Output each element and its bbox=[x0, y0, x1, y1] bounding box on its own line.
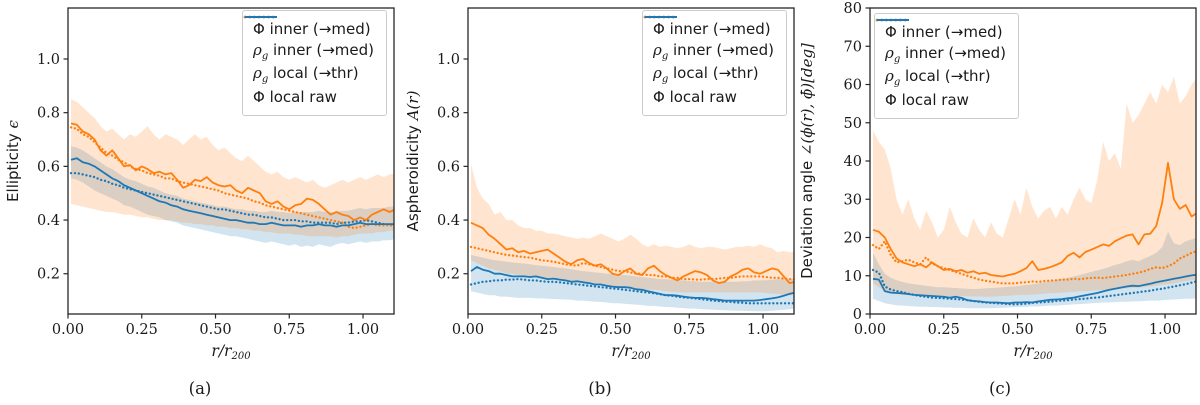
legend-item-phi-local-raw: Φ local raw bbox=[645, 15, 774, 109]
x-tick-label: 0.50 bbox=[199, 322, 231, 338]
x-tick-label: 0.25 bbox=[928, 322, 960, 338]
y-tick-label: 0.4 bbox=[437, 213, 460, 229]
series-rho-g-local-thr bbox=[70, 122, 394, 221]
panel-b: 0.00 0.25 0.50 0.75 1.00 0.2 0.4 0.6 0.8 1.0 r/r20… bbox=[400, 0, 800, 405]
legend-item-rho-g-inner-med: ρg inner (→med) bbox=[875, 18, 1006, 67]
x-tick-label: 0.00 bbox=[854, 322, 886, 338]
series-rho-g-local-thr bbox=[470, 221, 794, 284]
legend-a: Φ inner (→med) ρg inner (→med) ρg local (→… bbox=[242, 10, 387, 116]
x-tick-label: 0.25 bbox=[126, 322, 158, 338]
y-tick-label: 0.8 bbox=[37, 106, 60, 122]
legend-item-rho-g-local-thr: ρg local (→thr) bbox=[645, 15, 774, 86]
y-axis-label: Deviation angle ∠(ϕ(r), ϕ̄)[deg] bbox=[800, 43, 816, 279]
y-tick-label: 1.0 bbox=[437, 52, 460, 68]
plot-frame bbox=[467, 7, 795, 315]
legend-label: ρg inner (→med) bbox=[253, 41, 374, 63]
legend-solid-line-sample bbox=[645, 15, 678, 19]
y-tick-label: 0.8 bbox=[437, 106, 460, 122]
x-tick-label: 0.25 bbox=[526, 322, 558, 338]
y-tick-label: 70 bbox=[844, 39, 862, 55]
legend-solid-line-sample bbox=[245, 15, 278, 19]
y-tick-label: 40 bbox=[844, 154, 862, 170]
legend-label: ρg local (→thr) bbox=[253, 63, 359, 85]
chart-svg-a: 0.00 0.25 0.50 0.75 1.00 0.2 0.4 0.6 0.8 1.0 r/r20… bbox=[4, 7, 395, 398]
legend-item-phi-local-raw: Φ local raw bbox=[245, 15, 374, 109]
legend-label: Φ inner (→med) bbox=[653, 20, 771, 39]
y-tick-label: 1.0 bbox=[37, 52, 60, 68]
x-tick-label: 0.00 bbox=[452, 322, 484, 338]
band-phi-band bbox=[471, 254, 794, 312]
series-phi-inner-med bbox=[469, 277, 794, 305]
panel-letter: (b) bbox=[588, 379, 611, 398]
legend-label: Φ inner (→med) bbox=[253, 20, 371, 39]
y-tick-label: 0.2 bbox=[37, 267, 60, 283]
legend-b: Φ inner (→med) ρg inner (→med) ρg local (→… bbox=[642, 10, 787, 116]
band-rho-band bbox=[71, 99, 394, 238]
y-tick-label: 10 bbox=[844, 269, 862, 285]
panel-letter: (a) bbox=[189, 379, 212, 398]
series-phi-local-raw bbox=[470, 266, 794, 302]
y-tick-label: 80 bbox=[844, 1, 862, 17]
legend-label: Φ local raw bbox=[885, 90, 969, 109]
chart-svg-c: 0.00 0.25 0.50 0.75 1.00 0 10 20 30 40 50 60 70 80 r/r… bbox=[800, 1, 1197, 398]
x-axis-label: r/r200 bbox=[211, 342, 251, 362]
series-rho-g-local-thr bbox=[872, 162, 1196, 278]
legend-item-phi-local-raw: Φ local raw bbox=[877, 18, 1006, 112]
x-tick-label: 0.50 bbox=[599, 322, 631, 338]
legend-item-rho-g-local-thr: ρg local (→thr) bbox=[877, 18, 1006, 89]
y-tick-label: 0.4 bbox=[37, 213, 60, 229]
x-tick-label: 1.00 bbox=[747, 322, 779, 338]
panel-a: 0.00 0.25 0.50 0.75 1.00 0.2 0.4 0.6 0.8 1.0 r/r20… bbox=[0, 0, 400, 405]
x-tick-label: 0.00 bbox=[52, 322, 84, 338]
y-tick-label: 50 bbox=[844, 116, 862, 132]
x-tick-label: 0.75 bbox=[273, 322, 305, 338]
legend-item-rho-g-inner-med: ρg inner (→med) bbox=[643, 15, 774, 64]
y-tick-label: 0.6 bbox=[437, 159, 460, 175]
x-tick-label: 0.50 bbox=[1001, 322, 1033, 338]
plot-frame bbox=[67, 7, 395, 315]
series-rho-g-inner-med bbox=[469, 245, 794, 281]
x-tick-label: 0.75 bbox=[673, 322, 705, 338]
panel-letter: (c) bbox=[989, 379, 1011, 398]
legend-item-rho-g-inner-med: ρg inner (→med) bbox=[243, 15, 374, 64]
x-tick-label: 0.75 bbox=[1075, 322, 1107, 338]
legend-c: Φ inner (→med) ρg inner (→med) ρg local (→… bbox=[874, 13, 1019, 119]
y-tick-label: 20 bbox=[844, 231, 862, 247]
y-tick-label: 0 bbox=[853, 307, 862, 323]
y-tick-label: 60 bbox=[844, 78, 862, 94]
x-tick-label: 1.00 bbox=[1149, 322, 1181, 338]
band-phi-band bbox=[71, 146, 394, 247]
y-tick-label: 0.2 bbox=[437, 267, 460, 283]
legend-label: Φ local raw bbox=[653, 87, 737, 106]
y-axis-label: Ellipticity ϵ bbox=[4, 119, 22, 202]
x-tick-label: 1.00 bbox=[347, 322, 379, 338]
legend-item-rho-g-local-thr: ρg local (→thr) bbox=[245, 15, 374, 86]
x-axis-label: r/r200 bbox=[611, 342, 651, 362]
y-axis-label: Aspheroidicity A(r) bbox=[404, 90, 422, 231]
legend-label: Φ local raw bbox=[253, 87, 337, 106]
legend-label: ρg local (→thr) bbox=[653, 63, 759, 85]
series-phi-local-raw bbox=[872, 273, 1196, 305]
series-phi-inner-med bbox=[871, 268, 1196, 306]
y-tick-label: 30 bbox=[844, 192, 862, 208]
x-axis-label: r/r200 bbox=[1013, 342, 1053, 362]
chart-svg-b: 0.00 0.25 0.50 0.75 1.00 0.2 0.4 0.6 0.8 1.0 r/r20… bbox=[404, 7, 795, 398]
series-rho-g-inner-med bbox=[69, 126, 394, 230]
y-tick-label: 0.6 bbox=[37, 159, 60, 175]
panel-c: 0.00 0.25 0.50 0.75 1.00 0 10 20 30 40 50 60 70 80 r/r… bbox=[800, 0, 1200, 405]
legend-label: ρg inner (→med) bbox=[653, 41, 774, 63]
legend-solid-line-sample bbox=[877, 18, 909, 22]
legend-label: ρg local (→thr) bbox=[885, 66, 991, 88]
series-phi-local-raw bbox=[70, 157, 394, 228]
legend-label: Φ inner (→med) bbox=[885, 23, 1003, 42]
legend-label: ρg inner (→med) bbox=[885, 44, 1006, 66]
